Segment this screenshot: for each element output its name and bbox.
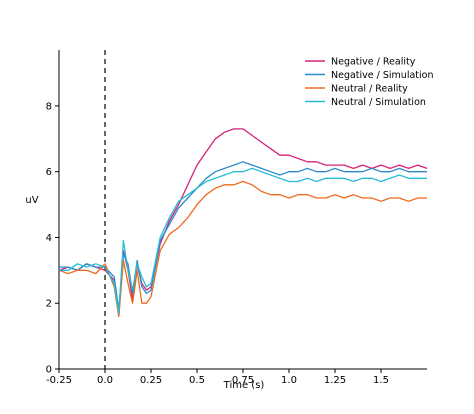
legend-entry: Neutral / Reality	[331, 84, 408, 95]
axes: -0.25 0.0 0.25 0.5 0.75 1.0 1.25 1.5 0 2 4 6 8	[46, 50, 427, 386]
y-tick-label: 4	[46, 233, 52, 244]
x-tick-label: 1.5	[373, 375, 389, 386]
legend-entry: Negative / Simulation	[331, 70, 433, 81]
y-tick-label: 0	[46, 365, 52, 376]
series-line-3	[58, 180, 427, 318]
legend-entry: Neutral / Simulation	[331, 97, 426, 108]
x-tick-label: 0.25	[140, 375, 162, 386]
x-tick-label: 1.0	[281, 375, 297, 386]
x-axis-label: Time (s)	[223, 380, 265, 391]
x-tick-label: 0.0	[97, 375, 113, 386]
y-tick-label: 8	[46, 101, 52, 112]
y-tick-label: 6	[46, 167, 52, 178]
x-tick-label: 0.5	[189, 375, 205, 386]
legend: Negative / Reality Negative / Simulation N…	[305, 57, 433, 108]
y-tick-label: 2	[46, 299, 52, 310]
x-tick-label: 0.75	[232, 375, 254, 386]
series-line-4	[59, 167, 427, 314]
y-axis-label: uV	[25, 195, 38, 206]
legend-entry: Negative / Reality	[331, 57, 416, 68]
x-tick-label: -0.25	[46, 375, 72, 386]
series-lines	[58, 128, 428, 318]
x-tick-label: 1.25	[324, 375, 346, 386]
